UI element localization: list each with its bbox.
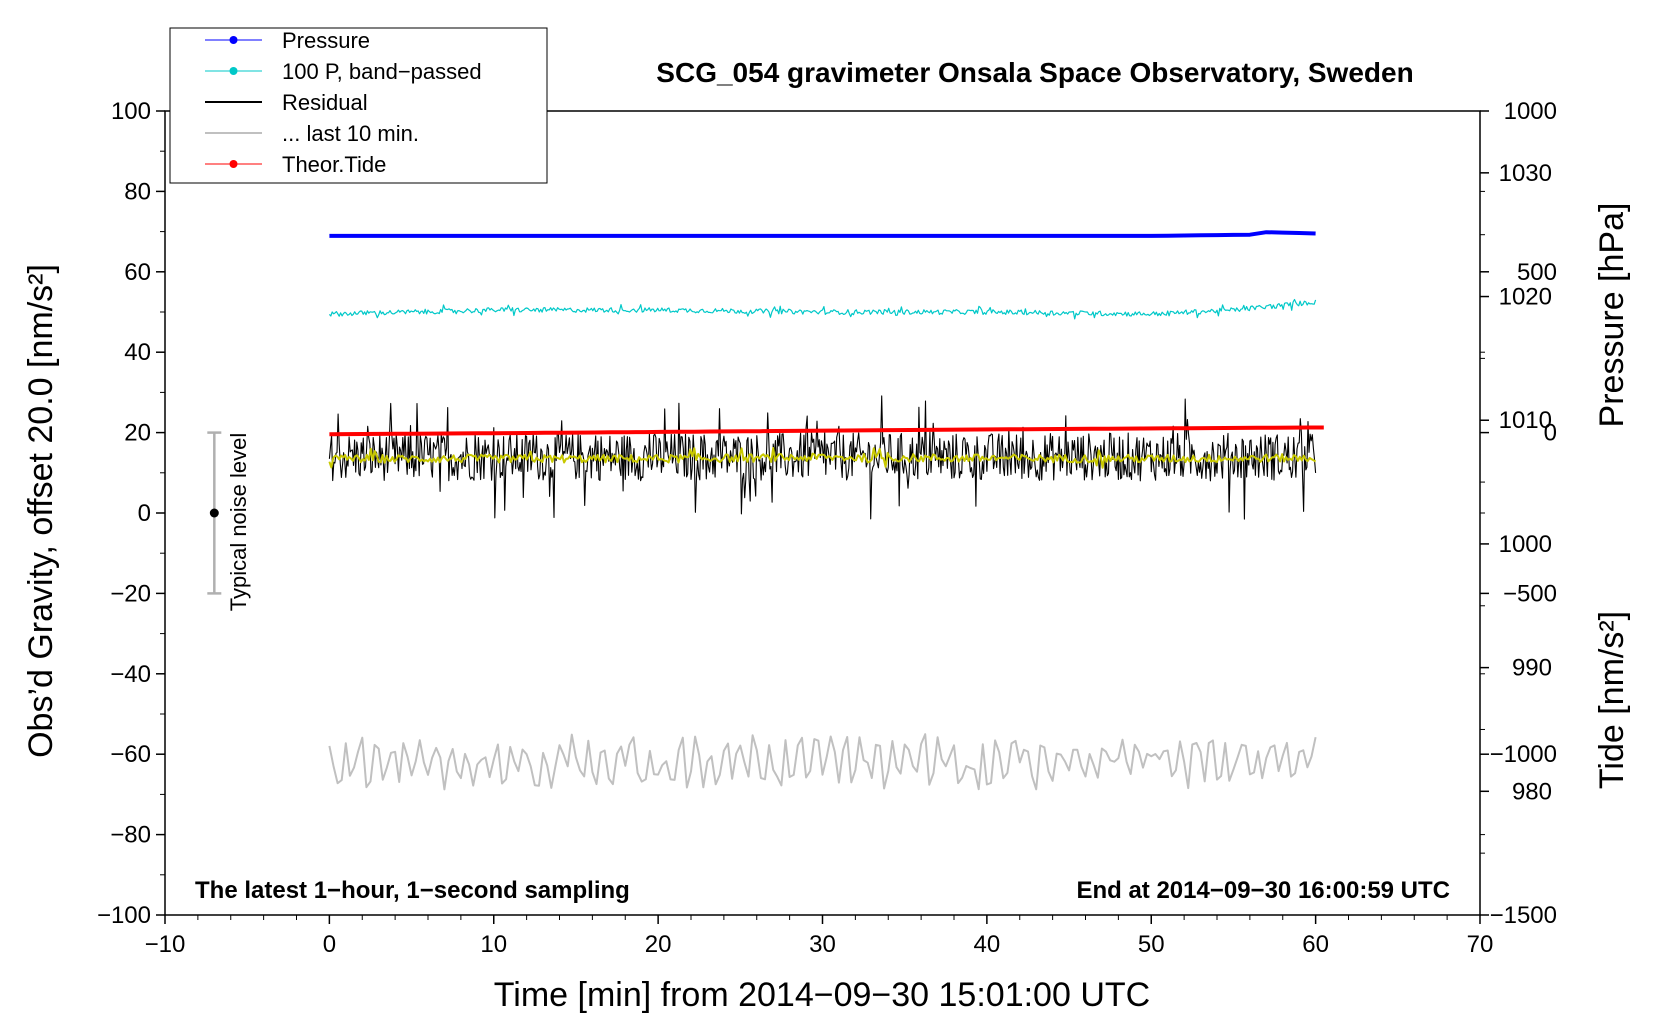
tide-tick-label: −1000 xyxy=(1490,741,1557,768)
y-tick-label: 40 xyxy=(124,339,151,366)
x-tick-label: 30 xyxy=(809,931,836,958)
series-line xyxy=(328,395,1317,520)
pressure-tick-label: 1010 xyxy=(1499,407,1552,434)
legend-label: ... last 10 min. xyxy=(282,121,419,146)
noise-bar-center xyxy=(209,508,219,518)
legend-label: Residual xyxy=(282,90,368,115)
x-tick-label: 10 xyxy=(480,931,507,958)
y-tick-label: −100 xyxy=(97,902,151,929)
y-tick-label: 0 xyxy=(138,500,151,527)
y-axis-title: Obs’d Gravity, offset 20.0 [nm/s²] xyxy=(22,264,60,758)
legend-label: Theor.Tide xyxy=(282,152,386,177)
legend-box xyxy=(169,27,548,184)
x-tick-label: 60 xyxy=(1302,931,1329,958)
legend-marker xyxy=(229,36,238,44)
tide-axis-title: Tide [nm/s²] xyxy=(1593,611,1631,789)
y-tick-label: −60 xyxy=(110,741,151,768)
series-line xyxy=(328,298,1317,320)
legend-marker xyxy=(229,160,238,168)
x-tick-label: −10 xyxy=(145,931,186,958)
chart-title: SCG_054 gravimeter Onsala Space Observat… xyxy=(656,57,1413,88)
pressure-tick-label: 1000 xyxy=(1499,531,1552,558)
tide-tick-label: 0 xyxy=(1544,420,1557,447)
pressure-tick-label: 990 xyxy=(1512,655,1552,682)
pressure-axis-title: Pressure [hPa] xyxy=(1593,203,1631,428)
x-tick-label: 0 xyxy=(323,931,336,958)
tide-tick-label: 500 xyxy=(1517,259,1557,286)
pressure-tick-label: 980 xyxy=(1512,778,1552,805)
legend-label: 100 P, band−passed xyxy=(282,59,482,84)
x-axis-title: Time [min] from 2014−09−30 15:01:00 UTC xyxy=(494,976,1150,1014)
tide-tick-label: 1000 xyxy=(1504,98,1557,125)
y-tick-label: 80 xyxy=(124,178,151,205)
x-tick-label: 50 xyxy=(1138,931,1165,958)
plot-area xyxy=(164,110,1481,916)
y-tick-label: −20 xyxy=(110,580,151,607)
y-tick-label: 20 xyxy=(124,420,151,447)
series-line xyxy=(328,733,1317,791)
y-tick-label: −80 xyxy=(110,822,151,849)
end-time-note: End at 2014−09−30 16:00:59 UTC xyxy=(1076,877,1450,904)
y-tick-label: −40 xyxy=(110,661,151,688)
series-line xyxy=(328,447,1317,469)
sampling-note: The latest 1−hour, 1−second sampling xyxy=(195,877,630,904)
noise-level-label: Typical noise level xyxy=(226,433,251,612)
y-tick-label: 60 xyxy=(124,259,151,286)
legend-marker xyxy=(229,67,238,75)
legend-label: Pressure xyxy=(282,28,370,53)
x-tick-label: 40 xyxy=(974,931,1001,958)
tide-tick-label: −500 xyxy=(1503,580,1557,607)
y-tick-label: 100 xyxy=(111,98,151,125)
series-line xyxy=(329,425,1324,437)
tide-tick-label: −1500 xyxy=(1490,902,1557,929)
pressure-tick-label: 1020 xyxy=(1499,284,1552,311)
legend: Pressure 100 P, band−passed Residual ... la… xyxy=(169,27,548,184)
x-tick-label: 70 xyxy=(1467,931,1494,958)
series-line xyxy=(329,230,1316,238)
pressure-tick-label: 1030 xyxy=(1499,160,1552,187)
x-tick-label: 20 xyxy=(645,931,672,958)
